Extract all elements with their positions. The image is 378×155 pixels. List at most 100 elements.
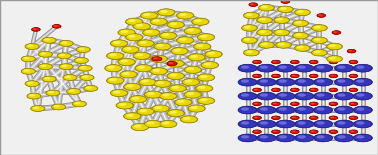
Circle shape <box>295 78 314 86</box>
Circle shape <box>249 3 258 7</box>
Circle shape <box>107 66 115 69</box>
Circle shape <box>188 105 205 112</box>
Circle shape <box>356 93 364 97</box>
Circle shape <box>353 92 372 100</box>
Circle shape <box>314 106 332 114</box>
Circle shape <box>250 3 254 5</box>
Circle shape <box>335 134 353 142</box>
Circle shape <box>191 106 198 109</box>
Circle shape <box>122 46 139 53</box>
Circle shape <box>253 102 262 106</box>
Circle shape <box>238 106 257 114</box>
Circle shape <box>137 108 154 115</box>
Circle shape <box>238 78 257 86</box>
Circle shape <box>295 64 314 72</box>
Circle shape <box>354 64 372 72</box>
Circle shape <box>39 51 52 57</box>
Circle shape <box>131 124 149 131</box>
Circle shape <box>46 90 60 96</box>
Circle shape <box>40 65 46 67</box>
Circle shape <box>271 88 280 92</box>
Circle shape <box>273 89 277 90</box>
Circle shape <box>118 29 135 36</box>
Circle shape <box>310 60 318 64</box>
Circle shape <box>122 46 139 53</box>
Circle shape <box>316 121 325 125</box>
Circle shape <box>42 38 56 43</box>
Circle shape <box>238 92 257 100</box>
Circle shape <box>187 67 194 70</box>
Circle shape <box>200 98 208 101</box>
Circle shape <box>354 92 372 100</box>
Circle shape <box>295 45 310 51</box>
Circle shape <box>276 106 295 114</box>
Circle shape <box>196 44 204 47</box>
Circle shape <box>107 52 124 59</box>
Circle shape <box>297 10 304 13</box>
Circle shape <box>347 49 356 53</box>
Circle shape <box>44 38 50 41</box>
Circle shape <box>128 19 136 22</box>
Circle shape <box>181 116 197 123</box>
Circle shape <box>253 88 261 92</box>
Circle shape <box>170 73 177 77</box>
Circle shape <box>329 57 336 59</box>
Circle shape <box>297 135 306 139</box>
Circle shape <box>73 101 86 107</box>
Circle shape <box>177 12 194 19</box>
Circle shape <box>33 28 37 30</box>
Circle shape <box>257 134 276 142</box>
Circle shape <box>172 86 179 89</box>
Circle shape <box>293 20 308 27</box>
Circle shape <box>294 45 310 51</box>
Circle shape <box>335 120 353 128</box>
Circle shape <box>154 80 171 87</box>
Circle shape <box>311 37 327 44</box>
Circle shape <box>314 134 333 142</box>
Circle shape <box>295 92 313 100</box>
Circle shape <box>274 29 290 36</box>
Circle shape <box>354 106 372 114</box>
Circle shape <box>330 131 334 132</box>
Circle shape <box>116 102 133 109</box>
Circle shape <box>183 79 199 86</box>
Circle shape <box>297 107 306 111</box>
Circle shape <box>132 97 139 100</box>
Circle shape <box>290 60 299 64</box>
Circle shape <box>314 120 332 128</box>
Circle shape <box>337 121 345 125</box>
Circle shape <box>314 134 332 142</box>
Circle shape <box>167 60 184 67</box>
Circle shape <box>241 121 249 125</box>
Circle shape <box>314 92 332 100</box>
Circle shape <box>329 60 338 64</box>
Circle shape <box>61 65 67 67</box>
Circle shape <box>171 48 188 55</box>
Circle shape <box>84 86 98 91</box>
Circle shape <box>169 62 173 64</box>
Circle shape <box>238 64 257 72</box>
Circle shape <box>167 21 184 28</box>
Circle shape <box>57 53 71 59</box>
Circle shape <box>160 10 168 13</box>
Circle shape <box>205 51 222 58</box>
Circle shape <box>25 81 39 86</box>
Circle shape <box>105 65 122 72</box>
Circle shape <box>156 81 164 84</box>
Circle shape <box>259 4 274 11</box>
Circle shape <box>205 51 222 58</box>
Circle shape <box>67 89 81 94</box>
Circle shape <box>257 64 276 72</box>
Circle shape <box>309 88 318 92</box>
Circle shape <box>74 58 88 63</box>
Circle shape <box>160 32 177 39</box>
Circle shape <box>272 130 280 133</box>
Circle shape <box>354 134 372 142</box>
Circle shape <box>261 5 268 8</box>
Circle shape <box>110 40 128 47</box>
Circle shape <box>276 64 294 72</box>
Circle shape <box>295 134 313 142</box>
Circle shape <box>290 74 299 78</box>
Circle shape <box>154 80 171 87</box>
Circle shape <box>311 75 314 76</box>
